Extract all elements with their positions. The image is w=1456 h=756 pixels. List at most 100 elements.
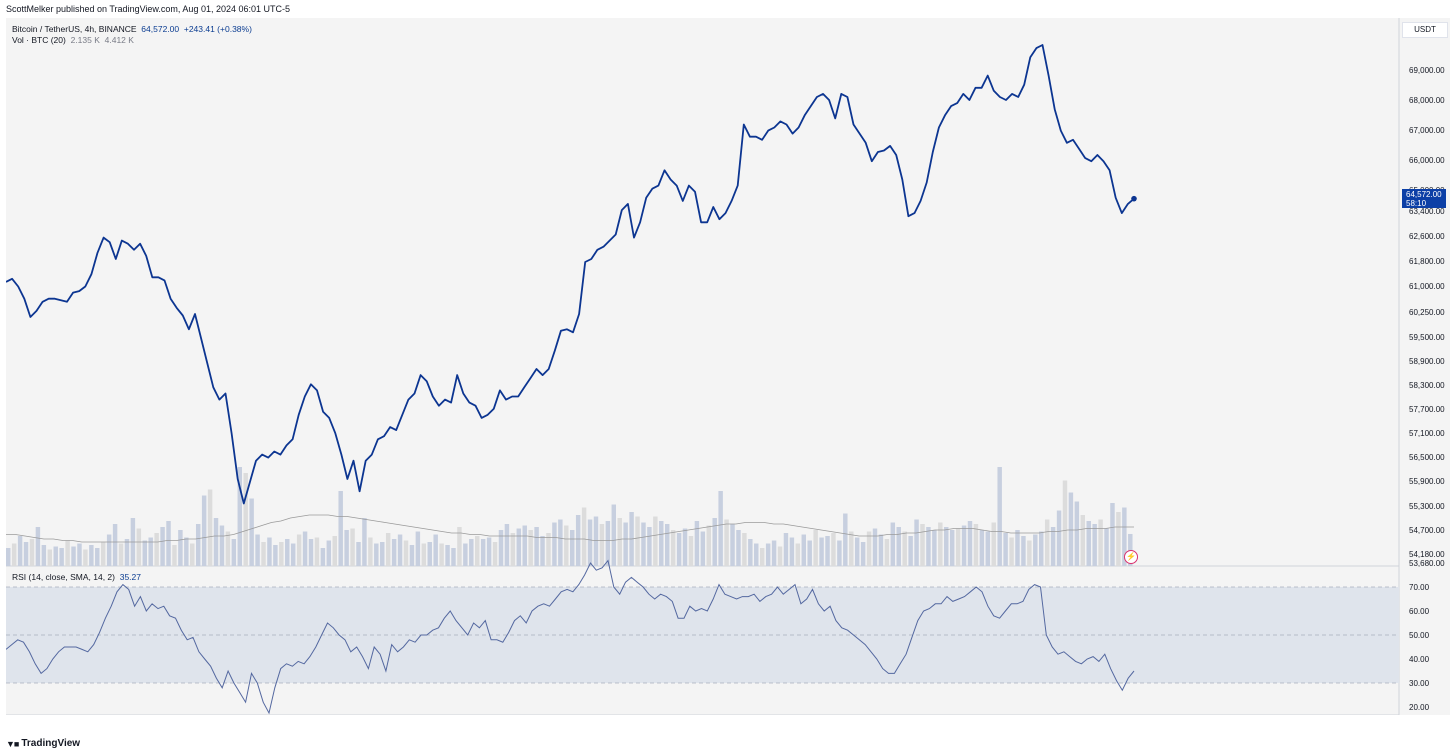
volume-bar: [564, 525, 569, 566]
volume-bar: [653, 516, 658, 566]
rsi-axis-tick: 30.00: [1409, 679, 1430, 688]
volume-bar: [273, 545, 278, 566]
volume-bar: [647, 527, 652, 566]
price-axis-tick: 58,900.00: [1409, 357, 1445, 366]
price-axis-tick: 60,250.00: [1409, 308, 1445, 317]
volume-bar: [23, 542, 29, 566]
volume-bar: [659, 521, 664, 566]
volume-bar: [296, 534, 302, 566]
volume-bar: [314, 537, 320, 566]
volume-bar: [694, 521, 700, 566]
volume-bar: [866, 531, 872, 566]
volume-bar: [712, 518, 717, 566]
volume-bar: [932, 530, 937, 566]
price-change: +243.41 (+0.38%): [183, 24, 252, 34]
volume-bar: [1104, 528, 1109, 566]
volume-bar: [184, 537, 189, 566]
volume-bar: [991, 522, 996, 566]
chart-area[interactable]: 69,000.0068,000.0067,000.0066,000.0065,0…: [6, 18, 1450, 715]
volume-bar: [1050, 527, 1056, 566]
volume-bar: [593, 516, 599, 566]
volume-bar: [813, 530, 818, 566]
volume-bar: [255, 534, 260, 566]
volume-bar: [279, 542, 284, 566]
volume-bar: [77, 543, 82, 566]
volume-bar: [617, 518, 622, 566]
volume-bar: [326, 540, 332, 566]
volume-bar: [201, 495, 207, 566]
volume-bar: [979, 530, 985, 566]
volume-bar: [249, 498, 254, 566]
volume-bar: [623, 522, 628, 566]
volume-bar: [570, 530, 575, 566]
volume-bar: [724, 519, 729, 566]
volume-bar: [522, 525, 527, 566]
price-axis-tick: 67,000.00: [1409, 126, 1445, 135]
volume-bar: [742, 533, 747, 566]
volume-bar: [380, 542, 385, 566]
volume-bar: [949, 530, 955, 566]
volume-bar: [207, 489, 213, 566]
volume-bar: [261, 542, 266, 566]
volume-bar: [1080, 515, 1086, 566]
rsi-axis-tick: 40.00: [1409, 655, 1430, 664]
symbol-title: Bitcoin / TetherUS, 4h, BINANCE: [12, 24, 137, 34]
price-axis-tick: 54,700.00: [1409, 526, 1445, 535]
volume-bar: [136, 528, 142, 566]
chart-canvas[interactable]: 69,000.0068,000.0067,000.0066,000.0065,0…: [6, 18, 1450, 715]
volume-bar: [267, 537, 272, 566]
price-axis-tick: 61,800.00: [1409, 257, 1445, 266]
volume-bar: [670, 530, 676, 566]
volume-bar: [540, 536, 545, 566]
volume-legend: Vol · BTC (20) 2.135 K 4.412 K: [12, 35, 134, 45]
volume-bar: [451, 548, 456, 566]
volume-bar: [676, 533, 682, 566]
volume-bar: [730, 524, 735, 566]
publisher-header: ScottMelker published on TradingView.com…: [6, 4, 291, 14]
price-axis-tick: 66,000.00: [1409, 156, 1445, 165]
volume-bar: [938, 522, 943, 566]
volume-bar: [89, 545, 94, 566]
volume-bar: [439, 543, 444, 566]
volume-bar: [837, 540, 842, 566]
volume-bar: [11, 543, 17, 566]
volume-bar: [771, 540, 777, 566]
volume-value-1: 2.135 K: [70, 35, 100, 45]
volume-bar: [504, 524, 510, 566]
rsi-label: RSI (14, close, SMA, 14, 2): [12, 572, 115, 582]
volume-bar: [427, 542, 432, 566]
price-axis-tick: 61,000.00: [1409, 282, 1445, 291]
volume-bar: [1027, 540, 1032, 566]
volume-bar: [825, 536, 830, 566]
volume-bar: [124, 539, 130, 566]
volume-bar: [801, 534, 806, 566]
volume-bar: [1098, 519, 1103, 566]
volume-bar: [469, 539, 474, 566]
volume-bar: [302, 531, 308, 566]
volume-bar: [35, 527, 41, 566]
volume-bar: [765, 543, 771, 566]
volume-bar: [403, 540, 409, 566]
volume-bar: [457, 527, 462, 566]
volume-bar: [498, 530, 504, 566]
price-axis-tick: 69,000.00: [1409, 66, 1445, 75]
volume-bar: [890, 522, 896, 566]
price-axis-tick: 63,400.00: [1409, 207, 1445, 216]
volume-bar: [1009, 537, 1014, 566]
volume-bar: [1068, 492, 1074, 566]
price-tag-timer: 58:10: [1406, 199, 1427, 208]
volume-bar: [944, 527, 949, 566]
volume-bar: [445, 545, 450, 566]
rsi-axis-tick: 50.00: [1409, 631, 1430, 640]
lightning-icon[interactable]: ⚡: [1124, 550, 1138, 564]
volume-bar: [700, 531, 706, 566]
currency-button[interactable]: USDT: [1402, 22, 1448, 38]
tradingview-logo-icon: ▼■: [6, 738, 19, 749]
volume-bar: [1039, 531, 1044, 566]
volume-bar: [1021, 536, 1026, 566]
volume-bar: [552, 522, 557, 566]
volume-bar: [599, 524, 605, 566]
volume-bar: [546, 533, 551, 566]
price-axis-tick: 53,680.00: [1409, 559, 1445, 568]
price-axis-tick: 62,600.00: [1409, 232, 1445, 241]
